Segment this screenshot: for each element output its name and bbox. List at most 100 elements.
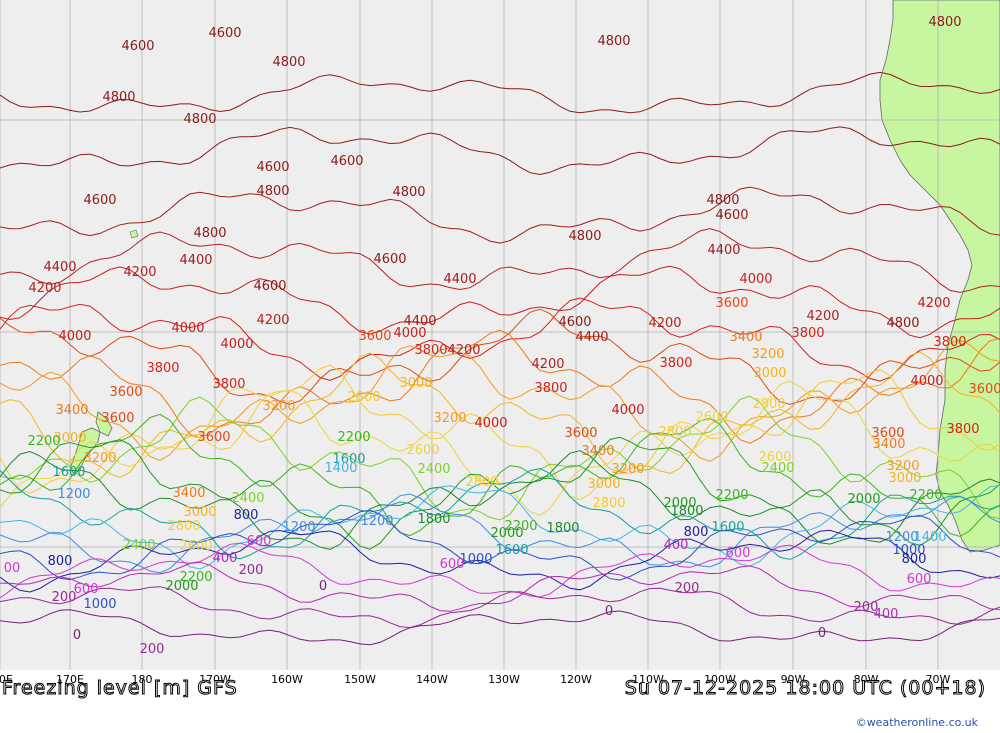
contour-value-label: 4400 [179, 253, 212, 268]
map-title: Freezing level [m] GFS [2, 677, 238, 700]
contour-value-label: 600 [440, 557, 465, 572]
contour-value-label: 2200 [179, 570, 212, 585]
contour-value-label: 800 [48, 554, 73, 569]
forecast-timestamp: Su 07-12-2025 18:00 UTC (00+18) [624, 677, 986, 700]
contour-value-label: 2800 [347, 390, 380, 405]
contour-value-label: 3200 [433, 411, 466, 426]
contour-value-label: 3800 [534, 381, 567, 396]
contour-value-label: 2600 [695, 410, 728, 425]
contour-value-label: 200 [675, 581, 700, 596]
contour-value-label: 4400 [43, 260, 76, 275]
contour-value-label: 3800 [414, 343, 447, 358]
contour-value-label: 2400 [122, 538, 155, 553]
contour-value-label: 1600 [711, 520, 744, 535]
contour-value-label: 4800 [928, 15, 961, 30]
contour-line-0 [0, 609, 1000, 646]
contour-value-label: 600 [247, 534, 272, 549]
lat-lon-grid [0, 0, 1000, 670]
contour-value-label: 4200 [917, 296, 950, 311]
contour-value-label: 4400 [575, 330, 608, 345]
contour-value-label: 3400 [172, 486, 205, 501]
contour-value-label: 3800 [933, 335, 966, 350]
contour-value-label: 3600 [564, 426, 597, 441]
longitude-tick-label: 170E [56, 673, 84, 686]
contour-value-label: 4600 [83, 193, 116, 208]
contour-value-label: 4600 [208, 26, 241, 41]
contour-value-label: 3000 [183, 505, 216, 520]
contour-value-label: 4800 [597, 34, 630, 49]
contour-value-label: 4000 [739, 272, 772, 287]
longitude-tick-label: 160W [271, 673, 303, 686]
contour-value-label: 2200 [909, 488, 942, 503]
contour-value-label: 4000 [393, 326, 426, 341]
contour-value-label: 3800 [146, 361, 179, 376]
contour-value-label: 4000 [474, 416, 507, 431]
contour-value-label: 3000 [753, 366, 786, 381]
contour-line-1600 [0, 467, 1000, 560]
contour-line-2600 [0, 380, 1000, 516]
contour-value-label: 3400 [872, 437, 905, 452]
longitude-tick-label: 90W [780, 673, 806, 686]
freezing-level-contours [0, 71, 1000, 646]
contour-value-label: 4600 [253, 279, 286, 294]
contour-value-label: 4600 [256, 160, 289, 175]
contour-value-label: 1800 [417, 512, 450, 527]
contour-value-label: 800 [902, 552, 927, 567]
contour-value-label: 2600 [179, 539, 212, 554]
contour-line-3200 [0, 339, 1000, 462]
contour-value-label: 2600 [758, 450, 791, 465]
contour-value-label: 4800 [568, 229, 601, 244]
contour-value-label: 3800 [659, 356, 692, 371]
contour-value-label: 200 [52, 590, 77, 605]
contour-value-label: 2800 [167, 519, 200, 534]
contour-line-2800 [0, 364, 1000, 501]
contour-line-3800 [0, 297, 1000, 382]
contour-line-2200 [0, 413, 1000, 538]
contour-value-label: 3600 [197, 430, 230, 445]
contour-value-label: 1400 [913, 530, 946, 545]
contour-value-label: 1600 [52, 465, 85, 480]
contour-line-4800 [0, 71, 1000, 114]
contour-value-label: 1200 [360, 514, 393, 529]
contour-value-label: 1800 [546, 521, 579, 536]
contour-value-label: 400 [213, 551, 238, 566]
contour-value-label: 200 [239, 563, 264, 578]
contour-value-label: 4200 [806, 309, 839, 324]
contour-line-4200 [0, 228, 1000, 293]
longitude-tick-label: 80W [853, 673, 879, 686]
contour-value-label: 2600 [406, 443, 439, 458]
contour-value-label: 1000 [83, 597, 116, 612]
contour-value-label: 1000 [459, 552, 492, 567]
longitude-tick-label: 130W [488, 673, 520, 686]
contour-line-1000 [0, 509, 1000, 581]
map-panel[interactable]: 4600 4600 4800 4800 4800 4800 4800 4600 4600 4800… [0, 0, 1000, 670]
contour-value-label: 0 [319, 579, 327, 594]
contour-value-label: 3000 [888, 471, 921, 486]
contour-value-label: 4400 [443, 272, 476, 287]
contour-value-label: 3200 [751, 347, 784, 362]
contour-line-4600 [0, 126, 1000, 176]
longitude-tick-label: 140W [416, 673, 448, 686]
contour-value-label: 4200 [648, 316, 681, 331]
contour-value-label: 1400 [324, 461, 357, 476]
copyright-link[interactable]: ©weatheronline.co.uk [855, 716, 978, 729]
contour-value-label: 4600 [121, 39, 154, 54]
contour-value-label: 4200 [123, 265, 156, 280]
contour-value-label: 4600 [715, 208, 748, 223]
contour-value-label: 4200 [447, 343, 480, 358]
contour-value-label: 3800 [946, 422, 979, 437]
longitude-tick-label: 70W [925, 673, 951, 686]
contour-value-label: 2400 [231, 491, 264, 506]
contour-value-label: 4400 [403, 314, 436, 329]
contour-value-label: 2800 [752, 397, 785, 412]
contour-value-label: 4000 [171, 321, 204, 336]
contour-value-label: 4600 [373, 252, 406, 267]
contour-value-label: 1000 [892, 543, 925, 558]
contour-value-label: 3800 [212, 377, 245, 392]
longitude-tick-label: 180 [131, 673, 153, 686]
contour-value-label: 4800 [706, 193, 739, 208]
contour-value-label: 3200 [611, 462, 644, 477]
contour-value-label: 400 [874, 607, 899, 622]
